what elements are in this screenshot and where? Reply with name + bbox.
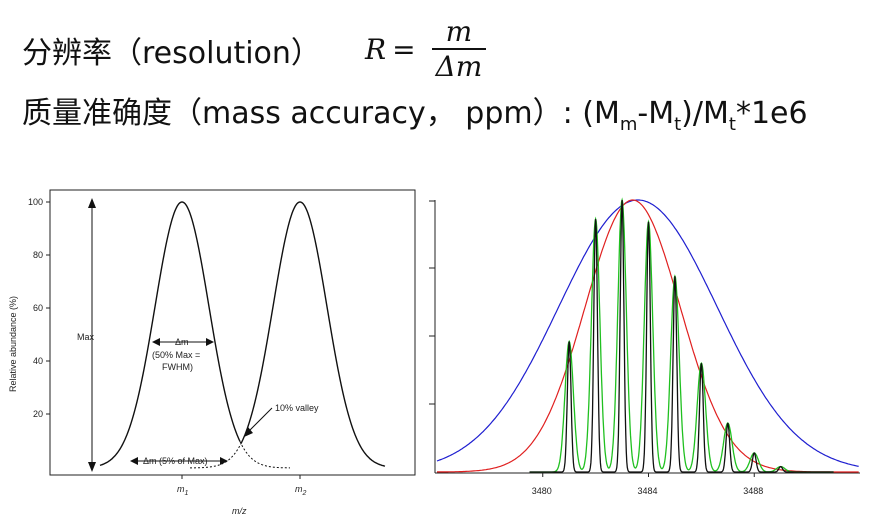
resolution-label: 分辨率（resolution） (22, 36, 321, 71)
subscript-t: t (674, 114, 682, 135)
formula-denominator: Δm (431, 48, 487, 83)
fwhm-arrow-left (152, 338, 160, 346)
dm5-arrow-right (220, 457, 228, 465)
formula-numerator: m (445, 15, 473, 48)
formula-equals: = (392, 32, 416, 66)
right-xticks: 3480 3484 3488 (532, 473, 763, 496)
peak-2-curve (240, 201, 386, 467)
series-black-isotopes (529, 199, 834, 473)
fwhm-label-line2: FWHM) (162, 362, 193, 372)
valley-pointer-head (244, 427, 253, 437)
ytick-60: 60 (33, 303, 43, 313)
dm5-label: Δm (5% of Max) (143, 456, 208, 466)
left-plot-frame (49, 189, 416, 476)
mass-accuracy-label: 质量准确度（mass accuracy， ppm）: (M (22, 96, 620, 131)
series-green-isotopes (529, 197, 834, 473)
ytick-40: 40 (33, 356, 43, 366)
valley-label: 10% valley (275, 403, 319, 413)
subscript-t2: t (728, 114, 736, 135)
formula-lhs: R (365, 32, 387, 66)
xtick-label-1: 3484 (638, 486, 658, 496)
formula-fraction: m Δm (431, 15, 487, 83)
fwhm-arrow-right (206, 338, 214, 346)
valley-pointer (247, 407, 273, 433)
series-blue-envelope (436, 199, 859, 467)
peak-1-dashed-tail (239, 441, 290, 469)
dm5-arrow-left (130, 457, 138, 465)
ytick-20: 20 (33, 409, 43, 419)
divide-m: )/M (681, 96, 729, 131)
fwhm-dm-label: Δm (175, 337, 189, 347)
max-arrow-head-bottom (88, 462, 96, 472)
mass-accuracy-heading: 质量准确度（mass accuracy， ppm）: (Mm-Mt)/Mt*1e… (22, 88, 808, 135)
peak-1-curve (99, 201, 241, 467)
peak-2-dashed-tail (190, 443, 242, 469)
resolution-heading: 分辨率（resolution） (22, 28, 321, 72)
left-xlabel: m/z (232, 506, 247, 516)
left-yticks: 100 80 60 40 20 (28, 197, 50, 419)
minus-m: -M (637, 96, 675, 131)
ytick-80: 80 (33, 250, 43, 260)
xtick-m2: m2 (295, 484, 307, 497)
max-label: Max (77, 332, 95, 342)
xtick-label-2: 3488 (743, 486, 763, 496)
left-ylabel: Relative abundance (%) (8, 296, 18, 392)
resolution-formula: R = m Δm (365, 14, 487, 84)
subscript-m: m (619, 114, 638, 135)
ytick-100: 100 (28, 197, 43, 207)
xtick-label-0: 3480 (532, 486, 552, 496)
xtick-m1: m1 (177, 484, 189, 497)
fwhm-label-line1: (50% Max = (152, 350, 200, 360)
multiplier: *1e6 (735, 96, 808, 131)
max-arrow-head-top (88, 198, 96, 208)
